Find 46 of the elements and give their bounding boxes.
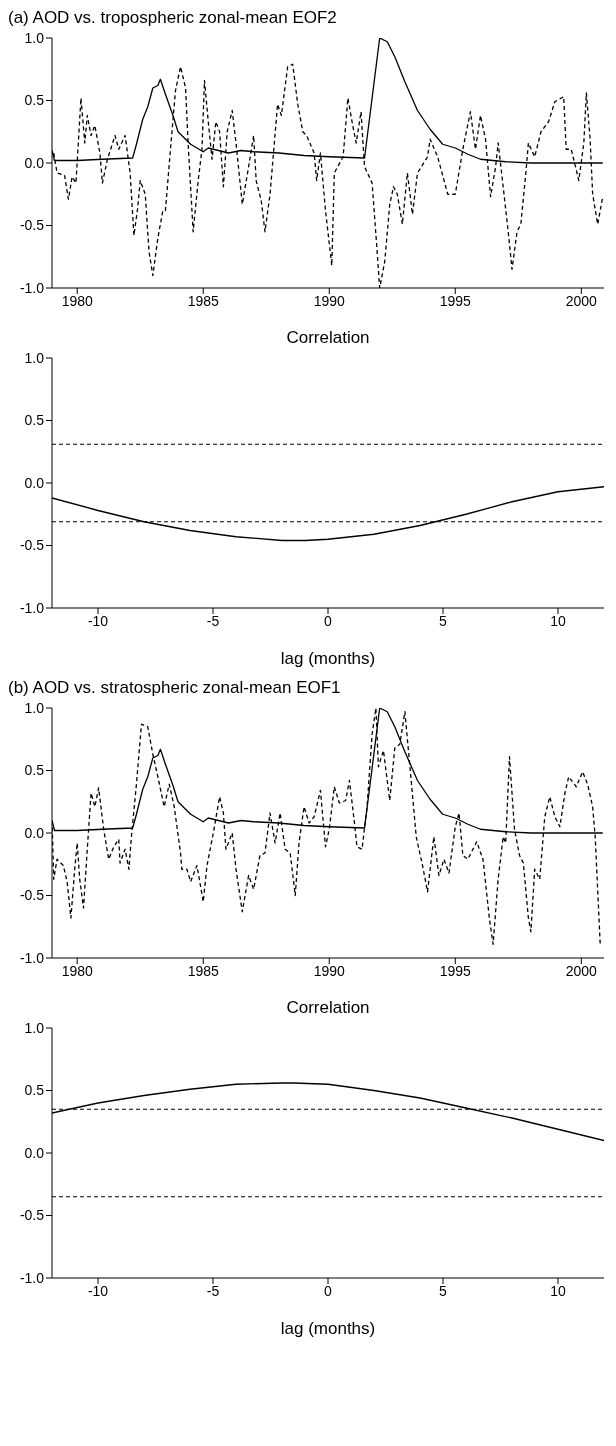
x-tick-label: 1995 <box>439 962 472 979</box>
x-tick-label: -5 <box>206 612 220 629</box>
x-tick-label: 2000 <box>565 962 598 979</box>
y-tick-label: -1.0 <box>19 1269 45 1286</box>
y-tick-label: 1.0 <box>24 699 45 716</box>
x-tick-label: 1990 <box>313 962 346 979</box>
x-tick-label: -5 <box>206 1282 220 1299</box>
y-tick-label: -0.5 <box>19 887 45 904</box>
chart-title: (b) AOD vs. stratospheric zonal-mean EOF1 <box>8 678 341 697</box>
chart-title: Correlation <box>286 328 370 347</box>
y-tick-label: 0.0 <box>24 1144 45 1161</box>
x-tick-label: 1985 <box>187 962 220 979</box>
x-tick-label: -10 <box>87 612 109 629</box>
x-tick-label: 10 <box>550 1282 566 1299</box>
x-tick-label: 5 <box>439 1282 448 1299</box>
y-tick-label: 1.0 <box>24 29 45 46</box>
y-tick-label: 0.0 <box>24 474 45 491</box>
x-tick-label: 1990 <box>313 292 346 309</box>
y-tick-label: -0.5 <box>19 217 45 234</box>
x-tick-label: 1995 <box>439 292 472 309</box>
y-tick-label: 1.0 <box>24 349 45 366</box>
y-tick-label: -1.0 <box>19 949 45 966</box>
y-tick-label: 1.0 <box>24 1019 45 1036</box>
y-tick-label: -0.5 <box>19 537 45 554</box>
y-tick-label: -1.0 <box>19 599 45 616</box>
x-tick-label: 10 <box>550 612 566 629</box>
y-tick-label: -0.5 <box>19 1207 45 1224</box>
y-tick-label: 0.0 <box>24 824 45 841</box>
y-tick-label: -1.0 <box>19 279 45 296</box>
x-tick-label: -10 <box>87 1282 109 1299</box>
x-axis-title: lag (months) <box>280 1319 376 1338</box>
x-tick-label: 0 <box>324 612 333 629</box>
x-tick-label: 2000 <box>565 292 598 309</box>
y-tick-label: 0.5 <box>24 1082 45 1099</box>
chart-title: Correlation <box>286 998 370 1017</box>
x-tick-label: 1985 <box>187 292 220 309</box>
x-tick-label: 0 <box>324 1282 333 1299</box>
y-tick-label: 0.5 <box>24 92 45 109</box>
x-tick-label: 1980 <box>61 962 93 979</box>
y-tick-label: 0.0 <box>24 154 45 171</box>
x-tick-label: 5 <box>439 612 448 629</box>
x-tick-label: 1980 <box>61 292 93 309</box>
y-tick-label: 0.5 <box>24 412 45 429</box>
x-axis-title: lag (months) <box>280 649 376 668</box>
y-tick-label: 0.5 <box>24 762 45 779</box>
chart-title: (a) AOD vs. tropospheric zonal-mean EOF2 <box>8 8 337 27</box>
